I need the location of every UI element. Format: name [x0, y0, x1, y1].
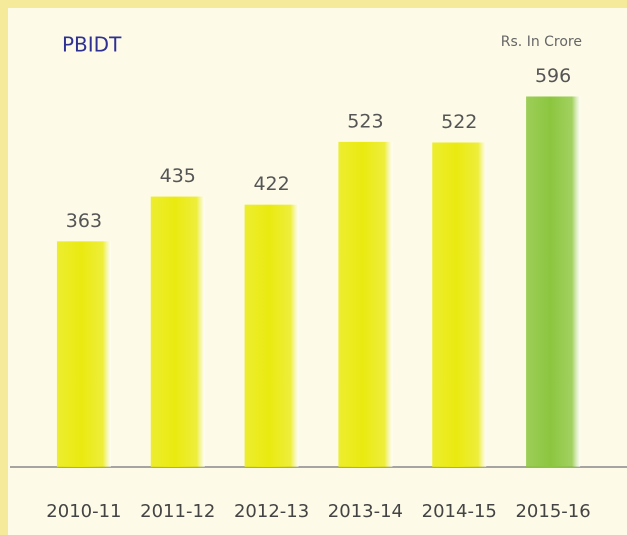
x-tick-label: 2014-15 [422, 501, 497, 522]
x-tick-label: 2012-13 [234, 501, 309, 522]
unit-label: Rs. In Crore [501, 34, 582, 50]
x-tick-label: 2011-12 [140, 501, 215, 522]
x-tick-label: 2013-14 [328, 501, 403, 522]
bar [338, 141, 393, 467]
value-label: 596 [535, 65, 571, 87]
value-label: 422 [253, 173, 289, 195]
bar [244, 204, 299, 467]
bar [56, 241, 111, 467]
x-tick-label: 2010-11 [46, 501, 121, 522]
panel [8, 8, 627, 535]
bar [526, 96, 581, 467]
value-label: 522 [441, 111, 477, 133]
bar [432, 142, 487, 468]
bar [150, 196, 205, 467]
value-label: 435 [160, 165, 196, 187]
chart-title: PBIDT [62, 33, 122, 57]
x-tick-label: 2015-16 [515, 501, 590, 522]
value-label: 523 [347, 110, 383, 132]
value-label: 363 [66, 210, 102, 232]
